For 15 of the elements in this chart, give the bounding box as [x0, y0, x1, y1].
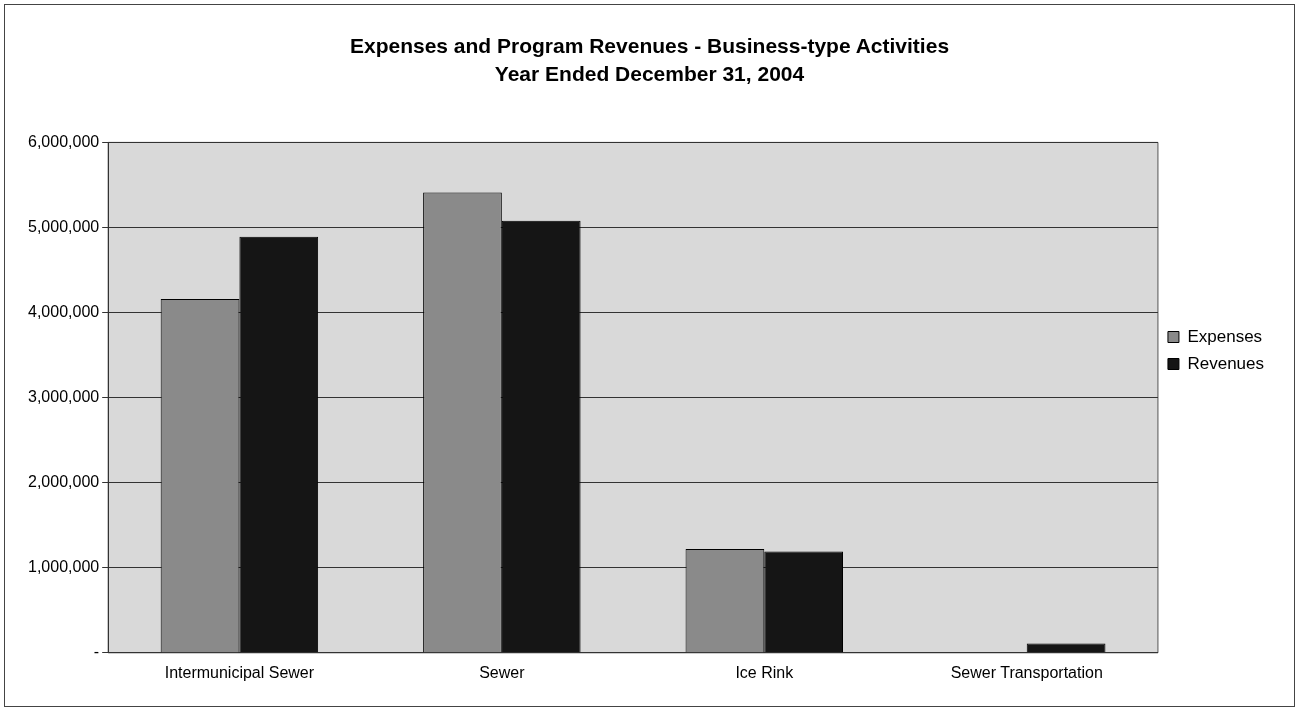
x-tick-label: Ice Rink — [735, 663, 795, 681]
y-tick-label: 5,000,000 — [27, 217, 100, 235]
chart-title: Expenses and Program Revenues - Business-type Activities — [349, 34, 950, 58]
x-tick-label: Intermunicipal Sewer — [164, 663, 315, 681]
y-tick-label: - — [93, 643, 100, 661]
x-tick-label: Sewer — [479, 663, 526, 681]
legend-label: Revenues — [1187, 353, 1265, 373]
y-tick-label: 3,000,000 — [27, 388, 100, 406]
y-tick-label: 2,000,000 — [27, 473, 100, 491]
x-tick-label: Sewer Transportation — [950, 663, 1103, 681]
y-tick-label: 6,000,000 — [27, 132, 100, 150]
y-tick-label: 4,000,000 — [27, 302, 100, 320]
chart-subtitle: Year Ended December 31, 2004 — [494, 61, 805, 85]
legend-label: Expenses — [1187, 326, 1263, 346]
y-tick-label: 1,000,000 — [27, 558, 100, 576]
